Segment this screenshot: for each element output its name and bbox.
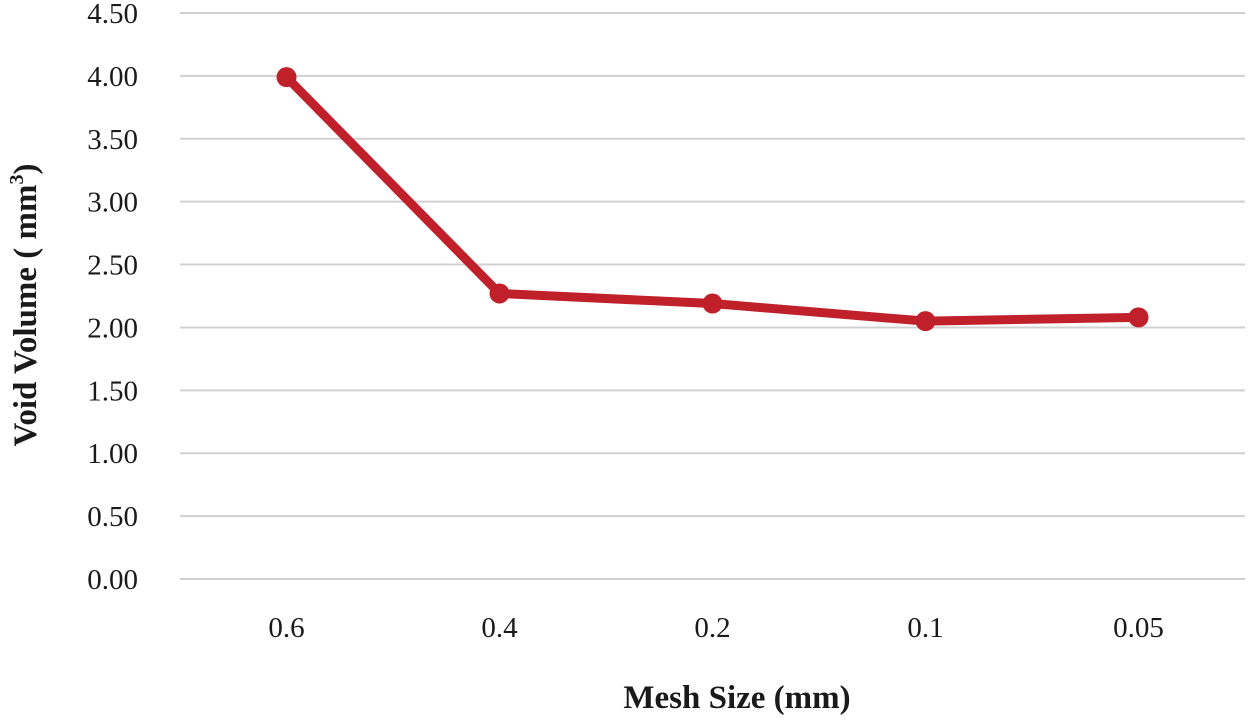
data-point <box>1128 307 1149 328</box>
data-point <box>915 311 936 332</box>
y-axis-ticks: 0.00 0.50 1.00 1.50 2.00 2.50 3.00 3.50 4.00 4.50 <box>87 0 138 596</box>
y-tick-label: 2.50 <box>87 250 138 282</box>
y-tick-label: 3.00 <box>87 187 138 219</box>
y-tick-label: 0.00 <box>87 564 138 596</box>
x-tick-label: 0.6 <box>268 612 304 644</box>
y-tick-label: 3.50 <box>87 124 138 156</box>
y-axis-title-main: Void Volume ( mm <box>8 185 44 447</box>
y-tick-label: 4.50 <box>87 0 138 30</box>
x-axis-ticks: 0.6 0.4 0.2 0.1 0.05 <box>268 612 1164 644</box>
y-tick-label: 2.00 <box>87 312 138 344</box>
data-point <box>276 67 297 88</box>
x-axis-title: Mesh Size (mm) <box>623 680 850 716</box>
y-axis-title: Void Volume ( mm3) <box>6 164 44 447</box>
series-group <box>276 67 1149 332</box>
y-tick-label: 1.00 <box>87 438 138 470</box>
y-tick-label: 4.00 <box>87 61 138 93</box>
x-tick-label: 0.2 <box>694 612 730 644</box>
data-point <box>489 283 510 304</box>
gridlines <box>180 12 1245 580</box>
x-tick-label: 0.1 <box>907 612 943 644</box>
y-axis-title-superscript: 3 <box>6 175 28 185</box>
y-tick-label: 1.50 <box>87 375 138 407</box>
y-axis-title-suffix: ) <box>8 164 44 175</box>
x-tick-label: 0.4 <box>481 612 518 644</box>
series-line <box>282 72 1143 326</box>
data-point <box>702 293 723 314</box>
y-tick-label: 0.50 <box>87 501 138 533</box>
x-tick-label: 0.05 <box>1113 612 1164 644</box>
